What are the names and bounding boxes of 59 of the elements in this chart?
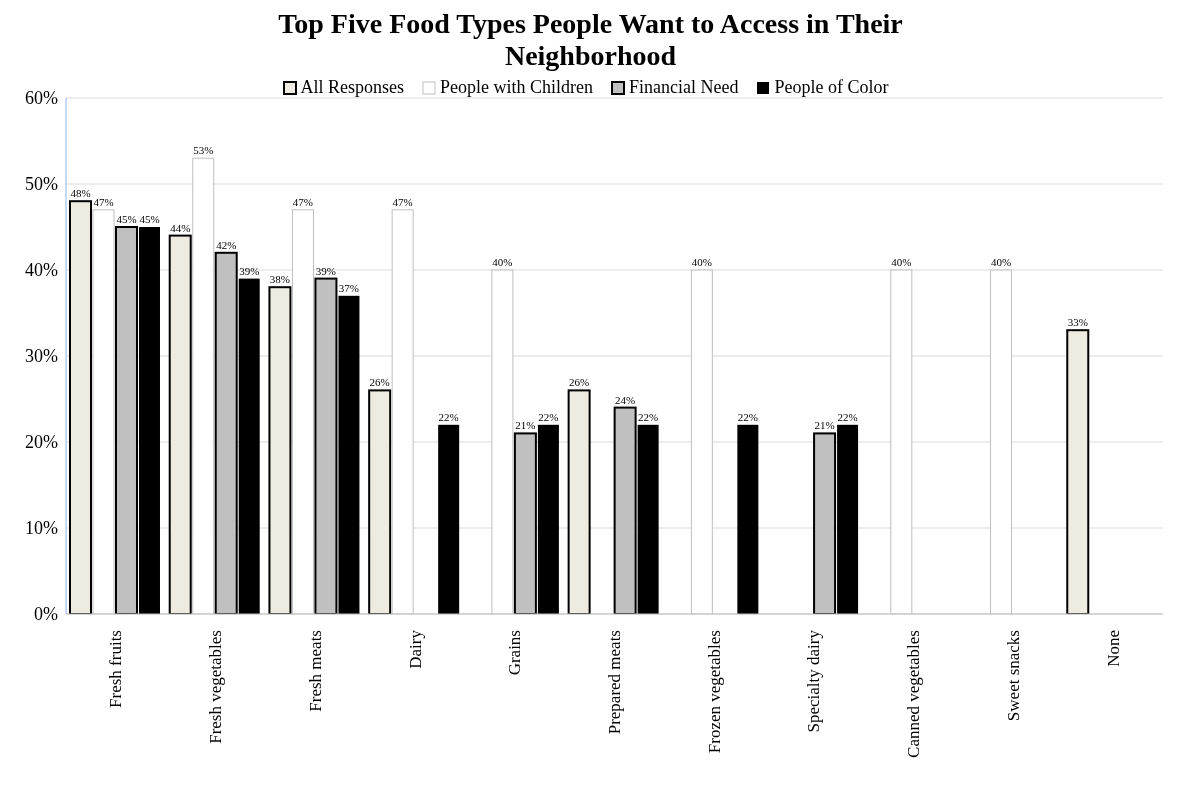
- x-tick-label: Fresh fruits: [106, 630, 126, 708]
- legend-label: Financial Need: [629, 77, 739, 98]
- data-label: 48%: [70, 187, 91, 200]
- x-tick-label: None: [1103, 630, 1123, 667]
- data-label: 37%: [338, 281, 360, 294]
- data-label: 47%: [93, 195, 114, 208]
- bar: [737, 424, 759, 614]
- y-tick-label: 20%: [25, 432, 58, 453]
- bar: [368, 389, 392, 614]
- data-label: 40%: [492, 256, 513, 268]
- x-tick-label: Fresh meats: [305, 630, 325, 712]
- y-tick-label: 30%: [25, 346, 58, 367]
- bar: [438, 424, 460, 614]
- data-label: 26%: [569, 376, 590, 389]
- data-label: 45%: [116, 213, 137, 225]
- data-label: 39%: [315, 264, 337, 277]
- data-label: 21%: [515, 419, 536, 432]
- data-label: 26%: [369, 376, 390, 389]
- x-tick-label: Dairy: [405, 629, 425, 669]
- data-label: 47%: [292, 195, 314, 208]
- chart-title: Top Five Food Types People Want to Access in Their Neighborhood: [277, 8, 904, 72]
- bar: [68, 200, 92, 614]
- data-label: 22%: [737, 410, 758, 423]
- data-label: 22%: [538, 410, 559, 423]
- data-label: 38%: [269, 273, 291, 286]
- x-tick-label: Canned vegetables: [904, 630, 924, 758]
- x-tick-label: Grains: [505, 630, 525, 676]
- data-label: 22%: [438, 410, 459, 423]
- y-tick-label: 0%: [34, 604, 58, 625]
- data-label: 22%: [837, 410, 858, 423]
- x-tick-label: Fresh vegetables: [206, 630, 226, 744]
- data-label: 40%: [891, 256, 912, 268]
- x-tick-label: Specialty dairy: [804, 629, 824, 733]
- data-label: 21%: [814, 419, 835, 432]
- x-tick-label: Prepared meats: [605, 630, 624, 735]
- data-label: 24%: [615, 393, 636, 406]
- x-tick-label: Frozen vegetables: [704, 630, 724, 754]
- data-label: 22%: [638, 410, 659, 423]
- y-tick-label: 10%: [25, 518, 58, 539]
- legend-label: All Responses: [300, 77, 405, 98]
- y-tick-label: 40%: [25, 260, 58, 281]
- bar: [168, 234, 192, 614]
- legend-label: People with Children: [440, 77, 593, 98]
- data-label: 53%: [193, 144, 214, 157]
- data-label: 47%: [392, 195, 413, 208]
- data-label: 40%: [990, 256, 1012, 268]
- data-label: 40%: [691, 256, 712, 268]
- y-tick-label: 50%: [25, 174, 58, 195]
- bar: [567, 389, 591, 614]
- bar: [1066, 329, 1090, 614]
- legend-label: People of Color: [774, 77, 889, 98]
- data-label: 39%: [239, 264, 260, 277]
- data-label: 42%: [216, 238, 237, 251]
- x-tick-label: Sweet snacks: [1003, 630, 1023, 722]
- bar: [268, 286, 292, 614]
- y-tick-label: 60%: [25, 88, 58, 109]
- data-label: 44%: [170, 221, 191, 234]
- data-label: 45%: [139, 213, 160, 225]
- data-label: 33%: [1067, 316, 1088, 329]
